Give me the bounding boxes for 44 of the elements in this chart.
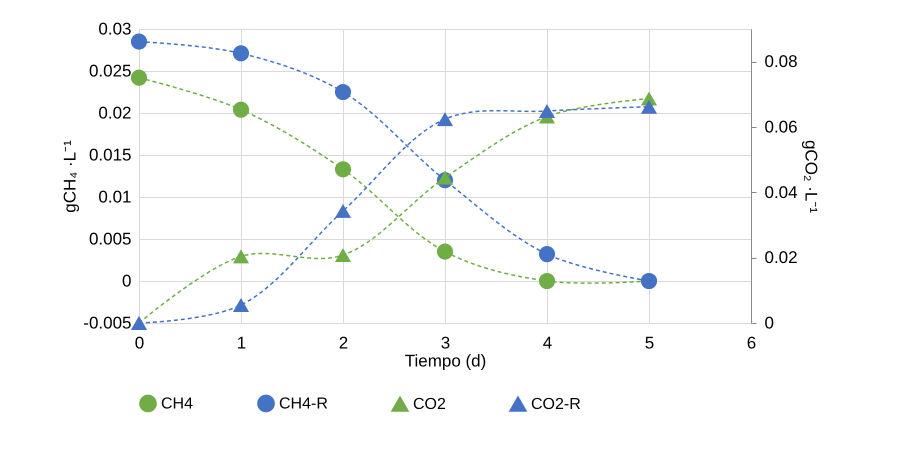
point	[436, 112, 454, 126]
legend-label: CO2	[413, 396, 446, 414]
point	[334, 84, 352, 100]
x-tick-label: 6	[746, 334, 756, 352]
y-tick-label: 0.015	[88, 146, 132, 164]
point	[640, 100, 658, 114]
legend-label: CO2-R	[531, 396, 581, 414]
x-axis-title: Tiempo (d)	[404, 352, 486, 370]
y2-tick-label: 0.08	[764, 52, 798, 72]
x-tick-label: 4	[542, 334, 552, 352]
point	[334, 204, 352, 218]
y2-axis-title: gCO₂ ·L⁻¹	[802, 140, 821, 214]
y-tick-label: 0.02	[98, 104, 132, 122]
point	[130, 34, 148, 50]
y2-tick-label: 0.06	[764, 118, 798, 136]
point	[232, 45, 250, 62]
point	[436, 170, 454, 185]
y-tick-label: -0.005	[83, 314, 132, 332]
point	[334, 161, 352, 178]
y-tick-label: 0.005	[88, 230, 132, 248]
y2-tick-label: 0.02	[764, 248, 798, 268]
x-tick-label: 0	[134, 334, 144, 352]
y-tick-label: 0.03	[98, 20, 132, 38]
point	[334, 248, 352, 262]
point	[232, 102, 250, 118]
y-tick-label: 0	[122, 272, 132, 290]
point	[232, 249, 250, 264]
point	[538, 246, 556, 262]
legend-label: CH4	[161, 395, 194, 412]
x-tick-label: 3	[440, 334, 450, 352]
point	[538, 272, 556, 290]
x-tick-label: 5	[644, 334, 654, 352]
point	[436, 244, 454, 260]
point	[538, 104, 556, 118]
y2-tick-label: 0.04	[764, 182, 798, 202]
y-tick-label: 0.025	[88, 62, 132, 80]
x-tick-label: 2	[338, 334, 348, 352]
x-tick-label: 1	[236, 334, 246, 352]
y2-tick-label: 0	[764, 314, 774, 332]
point	[130, 70, 148, 86]
point	[232, 298, 250, 312]
y-tick-label: 0.01	[98, 188, 132, 206]
y-axis-title: gCH₄ ·L⁻¹	[60, 140, 80, 213]
legend-label: CH4-R	[279, 395, 328, 412]
